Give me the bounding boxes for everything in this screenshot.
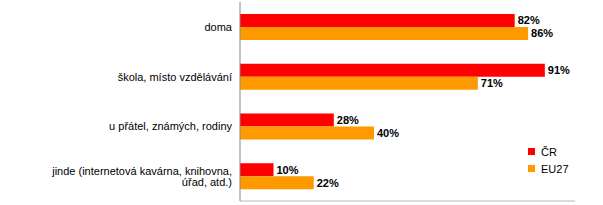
- svg-text:škola, místo vzdělávání: škola, místo vzdělávání: [118, 71, 232, 83]
- svg-text:22%: 22%: [317, 177, 339, 189]
- svg-text:jinde (internetová kavárna, kn: jinde (internetová kavárna, knihovna,úřa…: [51, 165, 232, 188]
- svg-text:71%: 71%: [481, 77, 503, 89]
- svg-text:10%: 10%: [277, 164, 299, 176]
- svg-text:40%: 40%: [377, 127, 399, 139]
- html-text:EU27: EU27: [541, 162, 569, 175]
- svg-text:28%: 28%: [337, 114, 359, 126]
- svg-text:91%: 91%: [548, 64, 570, 76]
- svg-text:u přátel, známých, rodiny: u přátel, známých, rodiny: [109, 120, 232, 132]
- svg-text:86%: 86%: [531, 27, 553, 39]
- svg-text:doma: doma: [204, 21, 232, 33]
- svg-text:82%: 82%: [518, 14, 540, 26]
- html-text:ČR: ČR: [541, 145, 557, 158]
